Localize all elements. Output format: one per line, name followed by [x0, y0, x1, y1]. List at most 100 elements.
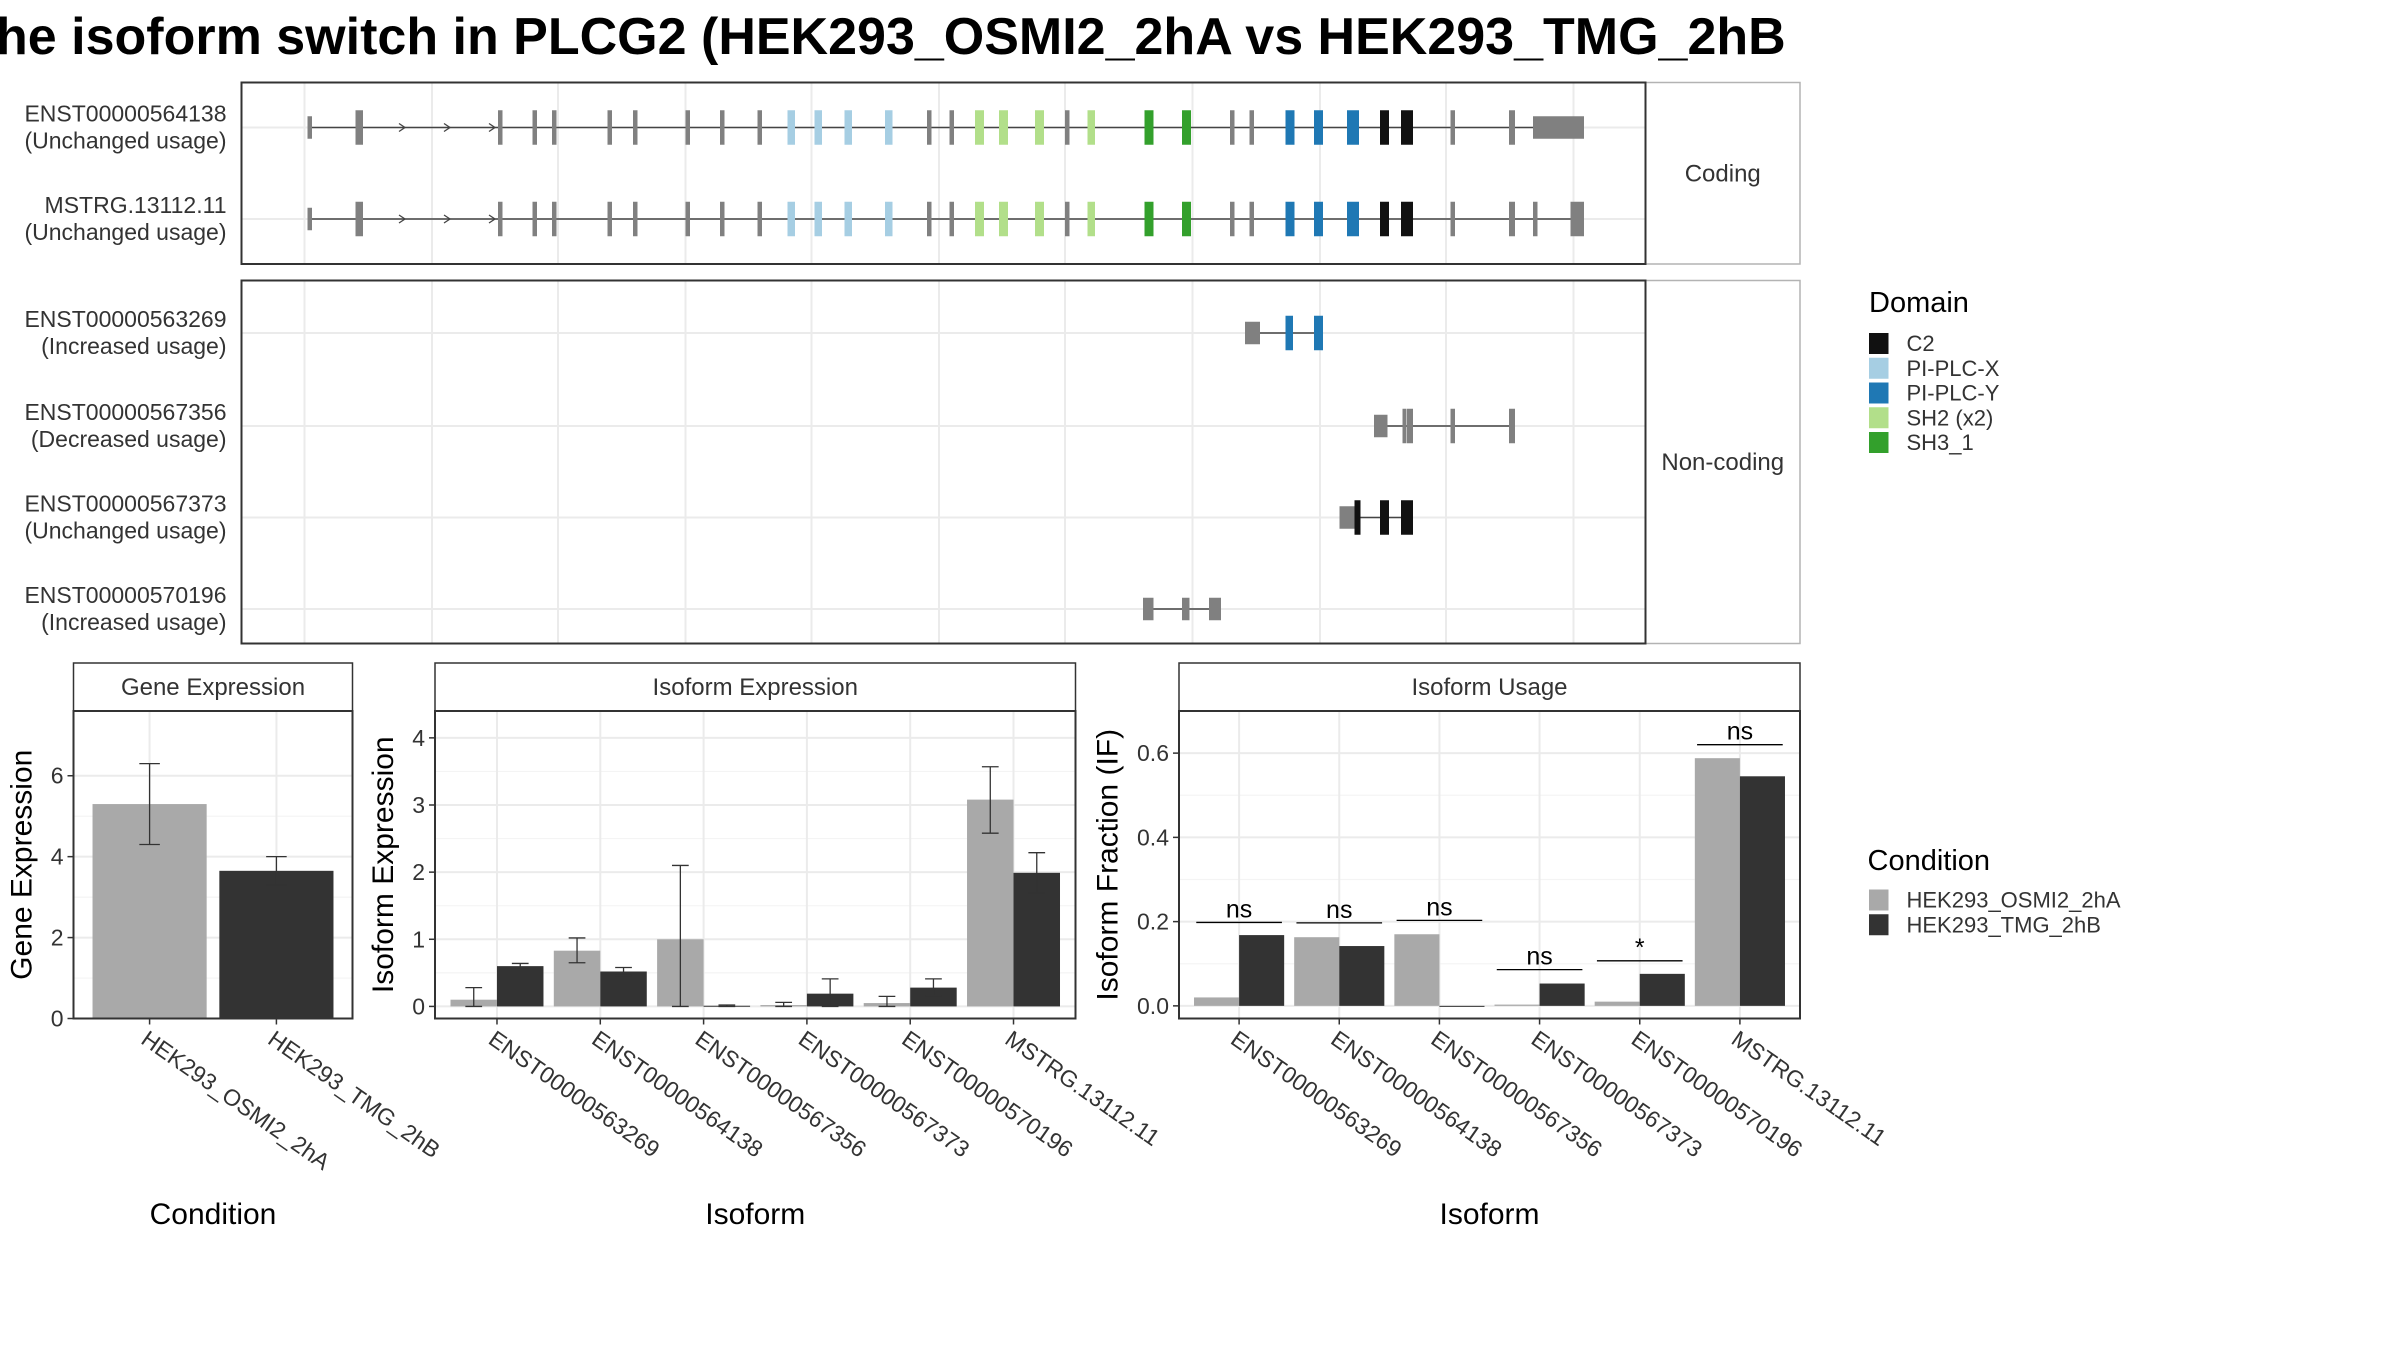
- exon: [844, 110, 852, 145]
- y-tick-label: 0: [51, 1006, 64, 1032]
- exon: [1065, 201, 1070, 237]
- bar: [1239, 935, 1285, 1006]
- structure-panel-bg: [241, 82, 1646, 264]
- figure-title: he isoform switch in PLCG2 (HEK293_OSMI2…: [0, 8, 1786, 66]
- exon: [1450, 110, 1455, 145]
- bar: [1194, 997, 1240, 1006]
- transcript-usage-label: (Increased usage): [41, 609, 226, 635]
- exon: [355, 110, 363, 145]
- domain-legend-key: [1869, 333, 1889, 354]
- transcript-id-label: MSTRG.13112.11: [45, 192, 227, 218]
- exon: [1230, 201, 1235, 237]
- exon: [1065, 110, 1070, 145]
- exon: [1182, 201, 1191, 237]
- exon: [307, 207, 312, 231]
- exon: [1407, 408, 1413, 444]
- y-tick-label: 0.0: [1137, 993, 1169, 1019]
- transcript-usage-label: (Unchanged usage): [24, 219, 226, 245]
- exon: [607, 110, 612, 145]
- significance-label: ns: [1526, 943, 1552, 971]
- strand-arrow: [398, 122, 407, 133]
- domain-legend-key: [1869, 407, 1889, 429]
- bar: [1739, 776, 1785, 1006]
- exon: [1380, 110, 1389, 145]
- facet-strip: [1644, 279, 1801, 645]
- exon: [720, 110, 725, 145]
- exon: [885, 110, 893, 145]
- condition-legend-key: [1869, 889, 1889, 911]
- strand-arrow: [398, 214, 407, 224]
- bar: [1494, 1004, 1540, 1006]
- exon: [1245, 321, 1260, 345]
- exon: [1285, 201, 1295, 237]
- exon: [607, 201, 612, 237]
- y-tick-label: 4: [412, 725, 425, 751]
- exon: [1035, 201, 1044, 237]
- exon: [1209, 597, 1221, 621]
- exon: [885, 201, 893, 237]
- exon: [1450, 201, 1455, 237]
- exon: [844, 201, 852, 237]
- exon: [1314, 110, 1323, 145]
- transcript-usage-label: (Decreased usage): [31, 426, 227, 452]
- y-tick-label: 0.4: [1137, 824, 1169, 850]
- domain-legend-label: SH2 (x2): [1907, 405, 1994, 430]
- condition-legend-label: HEK293_OSMI2_2hA: [1907, 888, 2121, 913]
- bar: [1013, 872, 1061, 1007]
- exon: [1314, 201, 1323, 237]
- exon: [498, 110, 503, 145]
- exon: [1035, 110, 1044, 145]
- facet-label-non-coding: Non-coding: [1661, 449, 1784, 476]
- exon: [1401, 500, 1413, 535]
- exon: [1143, 597, 1154, 621]
- structure-panel-border: [240, 279, 1647, 645]
- exon: [814, 201, 822, 237]
- exon: [1347, 110, 1359, 145]
- exon: [1249, 201, 1254, 237]
- exon: [1509, 201, 1515, 237]
- x-axis-title: Isoform: [705, 1198, 805, 1231]
- strand-arrow: [488, 214, 497, 224]
- bar: [1439, 1005, 1485, 1007]
- y-tick-label: 0: [412, 993, 425, 1019]
- panel-title: Isoform Expression: [653, 674, 858, 701]
- exon: [927, 201, 932, 237]
- exon: [1533, 201, 1538, 237]
- exon: [1533, 116, 1584, 139]
- condition-legend-key: [1869, 914, 1889, 936]
- y-tick-label: 1: [412, 926, 425, 952]
- bar: [496, 966, 544, 1007]
- domain-legend-key: [1869, 432, 1889, 453]
- y-tick-label: 2: [412, 859, 425, 885]
- exon: [999, 201, 1008, 237]
- bar: [910, 987, 957, 1007]
- exon: [975, 201, 984, 237]
- exon: [1249, 110, 1254, 145]
- strand-arrow: [488, 122, 497, 133]
- panel-border: [1178, 710, 1801, 1020]
- exon: [949, 110, 954, 145]
- exon: [552, 110, 557, 145]
- exon: [1285, 110, 1295, 145]
- condition-legend-label: HEK293_TMG_2hB: [1907, 912, 2101, 937]
- panel-title: Gene Expression: [121, 674, 305, 701]
- exon: [1285, 315, 1293, 351]
- x-axis-title: Isoform: [1439, 1198, 1539, 1231]
- domain-legend-label: SH3_1: [1907, 430, 1974, 455]
- exon: [1401, 110, 1413, 145]
- exon: [1087, 110, 1095, 145]
- transcript-usage-label: (Unchanged usage): [24, 518, 226, 544]
- x-axis-title: Condition: [150, 1198, 277, 1231]
- transcript-structure-plot: CodingNon-codingENST00000564138(Unchange…: [24, 81, 1801, 645]
- significance-label: ns: [1426, 893, 1452, 921]
- bar: [1694, 758, 1740, 1006]
- exon: [1401, 201, 1413, 237]
- exon: [1347, 201, 1359, 237]
- exon: [949, 201, 954, 237]
- y-axis-title: Isoform Expression: [367, 736, 400, 993]
- structure-panel-border: [240, 81, 1647, 265]
- y-axis-title: Isoform Fraction (IF): [1092, 729, 1125, 1001]
- significance-label: ns: [1326, 896, 1352, 924]
- transcript-id-label: ENST00000567373: [24, 491, 226, 517]
